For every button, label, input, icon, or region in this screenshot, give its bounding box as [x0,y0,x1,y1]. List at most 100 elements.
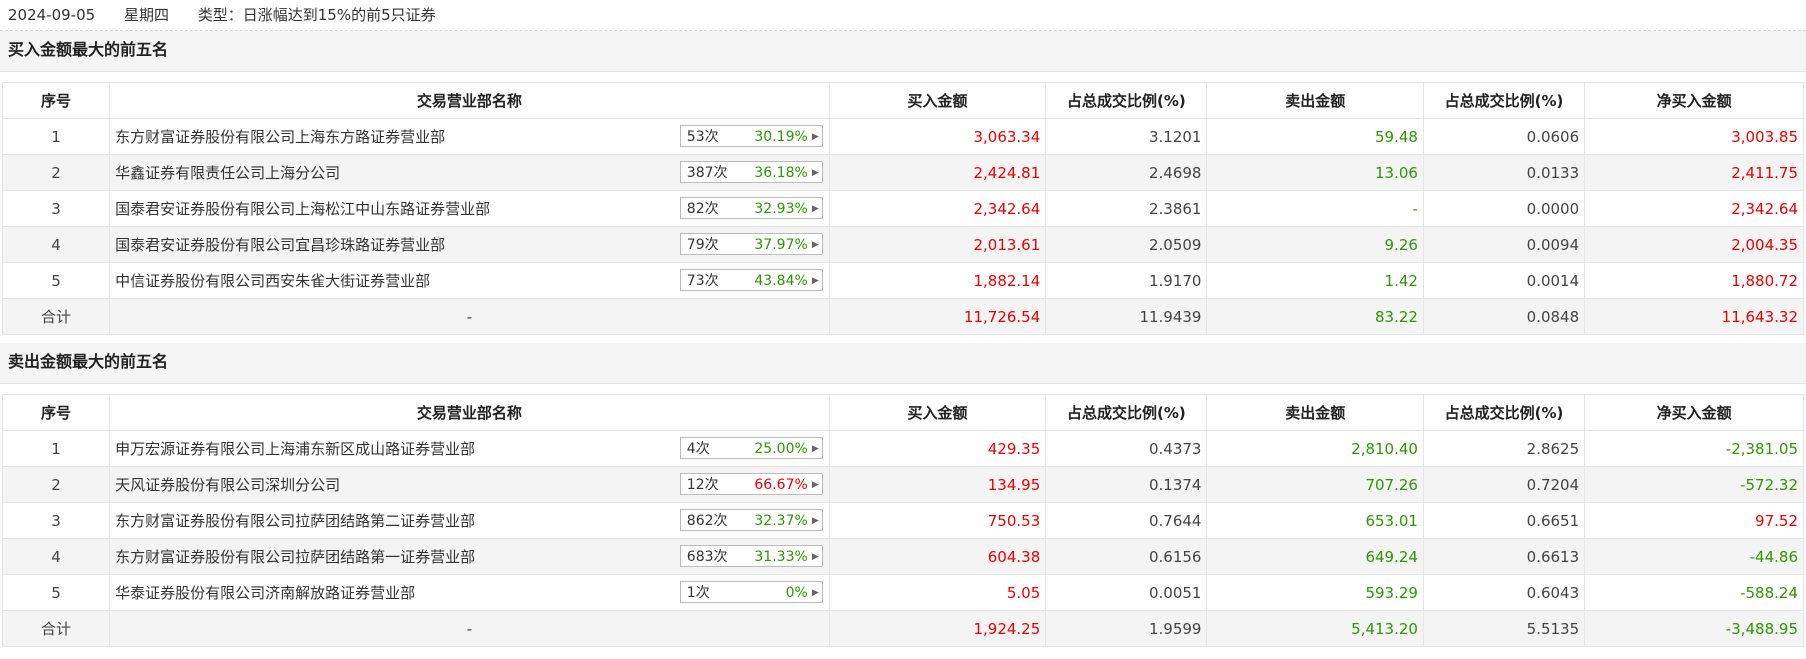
broker-name-link[interactable]: 天风证券股份有限公司深圳分公司 [115,476,341,494]
table-row: 5 中信证券股份有限公司西安朱雀大街证券营业部 73次 43.84% ▶ 1,882.14… [1,262,1804,299]
buy-section-title: 买入金额最大的前五名 [0,31,1806,72]
broker-name-link[interactable]: 华泰证券股份有限公司济南解放路证券营业部 [115,584,416,602]
column-header: 占总成交比例(%) [1045,82,1208,119]
broker-name-link[interactable]: 申万宏源证券有限公司上海浦东新区成山路证券营业部 [115,440,476,458]
buy-amount: 134.95 [828,466,1047,503]
broker-name-cell: 华鑫证券有限责任公司上海分公司 387次 36.18% ▶ [109,154,830,191]
row-rank: 2 [1,154,111,191]
net-amount: -44.86 [1584,538,1804,575]
net-amount: -588.24 [1584,574,1804,611]
listing-count: 4次 [686,441,710,457]
broker-name-link[interactable]: 东方财富证券股份有限公司拉萨团结路第一证券营业部 [115,548,476,566]
win-rate: 66.67% [754,477,808,493]
buy-amount: 5.05 [828,574,1047,611]
total-buy-ratio: 1.9599 [1045,610,1208,647]
total-buy-ratio: 11.9439 [1045,298,1208,335]
sell-ratio: 0.0000 [1422,190,1586,227]
broker-name-link[interactable]: 东方财富证券股份有限公司上海东方路证券营业部 [115,128,446,146]
broker-stats-dropdown[interactable]: 683次 31.33% ▶ [679,545,823,567]
row-rank: 5 [1,262,111,299]
buy-ratio: 2.4698 [1045,154,1208,191]
sell-section-title: 卖出金额最大的前五名 [0,343,1806,384]
win-rate: 37.97% [754,237,808,253]
column-header: 占总成交比例(%) [1422,82,1586,119]
row-rank: 3 [1,502,111,539]
listing-count: 862次 [686,513,728,529]
listing-count: 1次 [686,585,710,601]
broker-stats-dropdown[interactable]: 73次 43.84% ▶ [679,269,823,291]
row-rank: 1 [1,430,111,467]
broker-name-link[interactable]: 华鑫证券有限责任公司上海分公司 [115,164,341,182]
buy-amount: 2,342.64 [828,190,1047,227]
broker-name-cell: 东方财富证券股份有限公司拉萨团结路第二证券营业部 862次 32.37% ▶ [109,502,830,539]
broker-name-link[interactable]: 国泰君安证券股份有限公司宜昌珍珠路证券营业部 [115,236,446,254]
caret-right-icon: ▶ [811,168,819,178]
sell-ratio: 2.8625 [1422,430,1586,467]
buy-ratio: 2.3861 [1045,190,1208,227]
broker-name-link[interactable]: 中信证券股份有限公司西安朱雀大街证券营业部 [115,272,431,290]
sell-ratio: 0.0606 [1422,118,1586,155]
row-rank: 5 [1,574,111,611]
listing-count: 12次 [686,477,719,493]
row-rank: 2 [1,466,111,503]
column-header: 交易营业部名称 [109,394,830,431]
net-amount: 2,342.64 [1584,190,1804,227]
table-row: 2 天风证券股份有限公司深圳分公司 12次 66.67% ▶ 134.95 0.1374 70… [1,466,1804,503]
total-net-amount: 11,643.32 [1584,298,1804,335]
buy-ratio: 2.0509 [1045,226,1208,263]
broker-name-link[interactable]: 国泰君安证券股份有限公司上海松江中山东路证券营业部 [115,200,491,218]
net-amount: 1,880.72 [1584,262,1804,299]
table-row: 1 东方财富证券股份有限公司上海东方路证券营业部 53次 30.19% ▶ 3,063.3… [1,118,1804,155]
broker-name-cell: 国泰君安证券股份有限公司宜昌珍珠路证券营业部 79次 37.97% ▶ [109,226,830,263]
listing-count: 73次 [686,273,719,289]
caret-right-icon: ▶ [811,480,819,490]
buy-ratio: 0.7644 [1045,502,1208,539]
broker-stats-dropdown[interactable]: 79次 37.97% ▶ [679,233,823,255]
column-header: 交易营业部名称 [109,82,830,119]
column-header: 净买入金额 [1584,82,1804,119]
broker-stats-dropdown[interactable]: 862次 32.37% ▶ [679,509,823,531]
buy-amount: 604.38 [828,538,1047,575]
buy-amount: 3,063.34 [828,118,1047,155]
broker-name-cell: 东方财富证券股份有限公司上海东方路证券营业部 53次 30.19% ▶ [109,118,830,155]
column-header: 卖出金额 [1206,82,1424,119]
total-sell-ratio: 5.5135 [1422,610,1586,647]
broker-stats-dropdown[interactable]: 1次 0% ▶ [679,581,823,603]
sell-amount: 59.48 [1206,118,1424,155]
table-row: 5 华泰证券股份有限公司济南解放路证券营业部 1次 0% ▶ 5.05 0.0051 593.… [1,574,1804,611]
caret-right-icon: ▶ [811,204,819,214]
sell-top5-table: 序号 交易营业部名称 买入金额 占总成交比例(%) 卖出金额 占总成交比例(%) 净买入金额… [1,394,1804,647]
broker-stats-dropdown[interactable]: 53次 30.19% ▶ [679,125,823,147]
listing-count: 53次 [686,129,719,145]
column-header: 卖出金额 [1206,394,1424,431]
row-rank: 3 [1,190,111,227]
sell-ratio: 0.0014 [1422,262,1586,299]
total-sell-amount: 83.22 [1206,298,1424,335]
caret-right-icon: ▶ [811,588,819,598]
broker-name-cell: 中信证券股份有限公司西安朱雀大街证券营业部 73次 43.84% ▶ [109,262,830,299]
win-rate: 31.33% [754,549,808,565]
broker-stats-dropdown[interactable]: 4次 25.00% ▶ [679,437,823,459]
header-bar: 2024-09-05 星期四 类型：日涨幅达到15%的前5只证券 [0,0,1806,31]
win-rate: 30.19% [754,129,808,145]
sell-amount: 707.26 [1206,466,1424,503]
broker-name-link[interactable]: 东方财富证券股份有限公司拉萨团结路第二证券营业部 [115,512,476,530]
broker-stats-dropdown[interactable]: 82次 32.93% ▶ [679,197,823,219]
broker-name-cell: 申万宏源证券有限公司上海浦东新区成山路证券营业部 4次 25.00% ▶ [109,430,830,467]
total-name: - [109,610,830,647]
column-header: 买入金额 [828,394,1047,431]
net-amount: -2,381.05 [1584,430,1804,467]
broker-stats-dropdown[interactable]: 387次 36.18% ▶ [679,161,823,183]
column-header: 序号 [1,82,111,119]
broker-stats-dropdown[interactable]: 12次 66.67% ▶ [679,473,823,495]
caret-right-icon: ▶ [811,276,819,286]
total-name: - [109,298,830,335]
sell-amount: 1.42 [1206,262,1424,299]
sell-amount: 2,810.40 [1206,430,1424,467]
total-buy-amount: 1,924.25 [828,610,1047,647]
sell-ratio: 0.6043 [1422,574,1586,611]
broker-name-cell: 天风证券股份有限公司深圳分公司 12次 66.67% ▶ [109,466,830,503]
win-rate: 32.37% [754,513,808,529]
net-amount: 2,004.35 [1584,226,1804,263]
total-row: 合计 -1,924.25 1.9599 5,413.20 5.5135 -3,488.95 [1,610,1804,647]
